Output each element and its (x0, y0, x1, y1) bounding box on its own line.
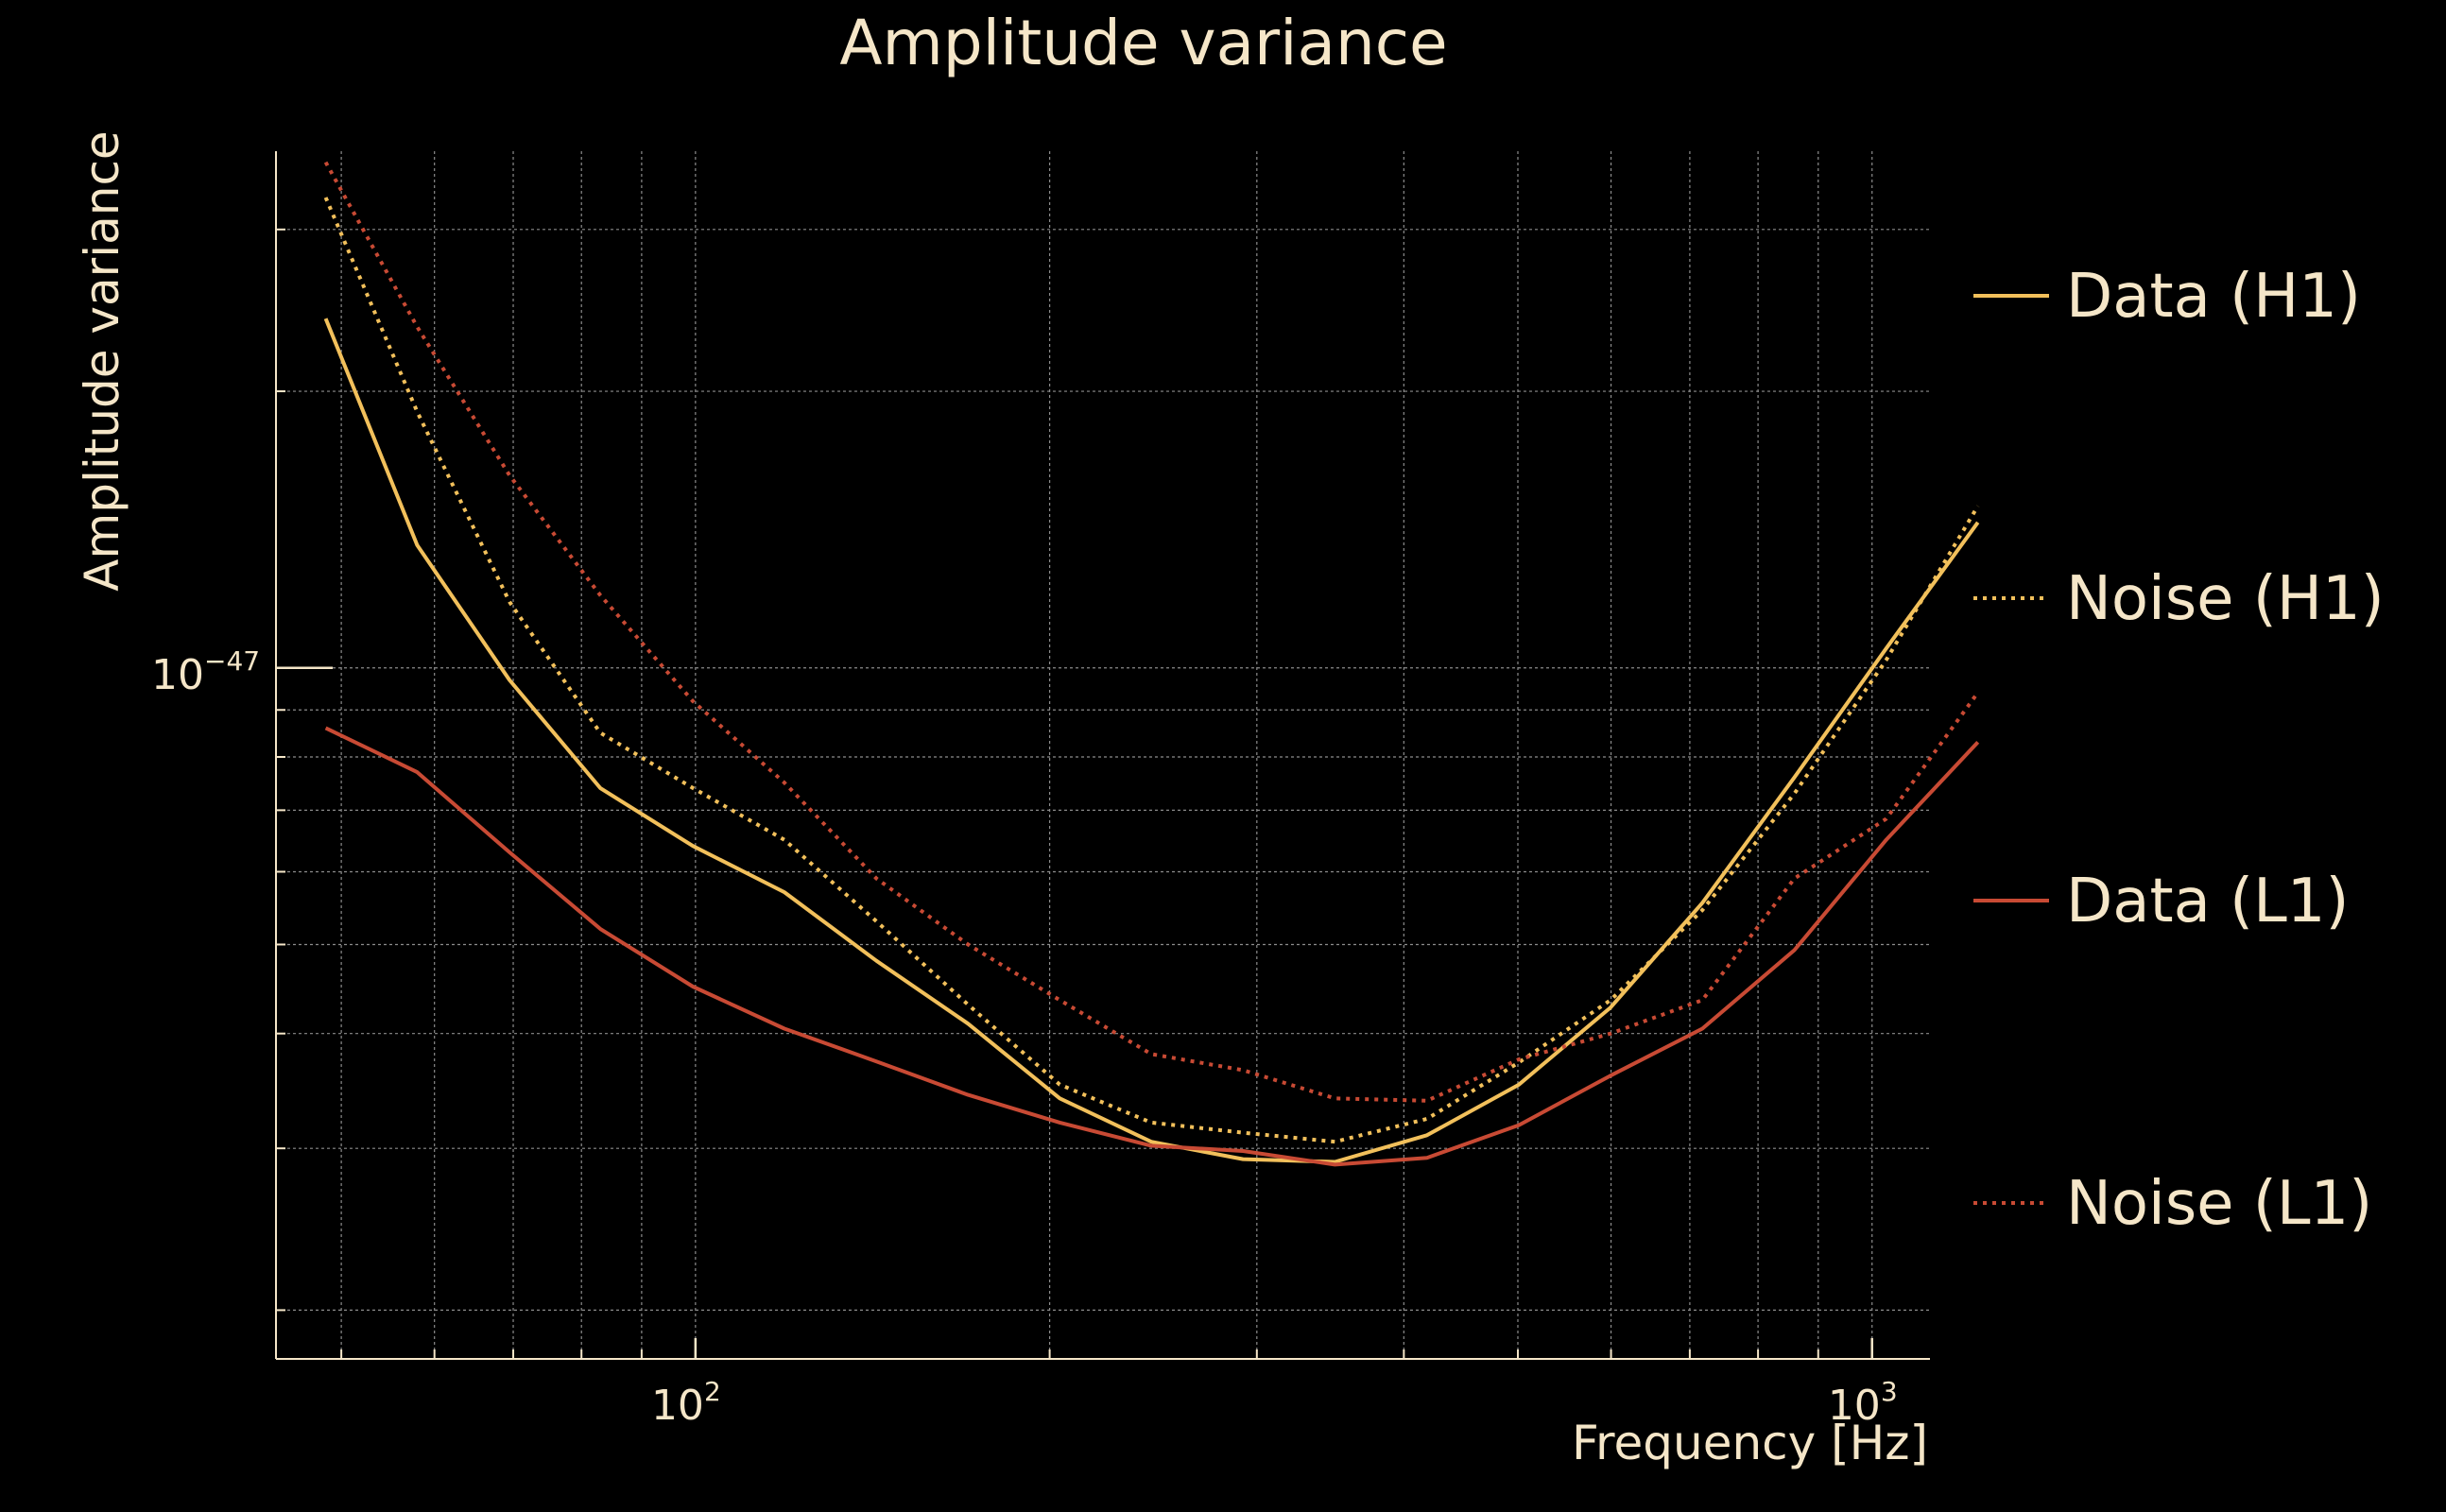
legend-label: Data (H1) (2066, 262, 2361, 332)
axes: 102 103 10−47 (151, 151, 1930, 1430)
series-line-noise-h1 (323, 197, 1980, 1144)
legend-label: Noise (L1) (2066, 1169, 2372, 1239)
x-tick-label: 102 (651, 1376, 721, 1430)
grid-lines (276, 151, 1930, 1359)
series-lines (323, 161, 1980, 1167)
legend: Data (H1) Noise (H1) Data (L1) Noise (L1) (1973, 262, 2385, 1239)
y-axis-label: Amplitude variance (75, 130, 129, 591)
legend-label: Noise (H1) (2066, 564, 2385, 634)
series-line-noise-l1 (323, 161, 1980, 1103)
legend-label: Data (L1) (2066, 867, 2349, 936)
series-line-data-l1 (324, 726, 1980, 1167)
y-tick-label: 10−47 (151, 645, 260, 699)
chart-title: Amplitude variance (839, 7, 1447, 79)
x-axis-label: Frequency [Hz] (1572, 1416, 1928, 1470)
x-tick-label: 103 (1828, 1376, 1898, 1430)
series-line-data-h1 (323, 318, 1980, 1164)
